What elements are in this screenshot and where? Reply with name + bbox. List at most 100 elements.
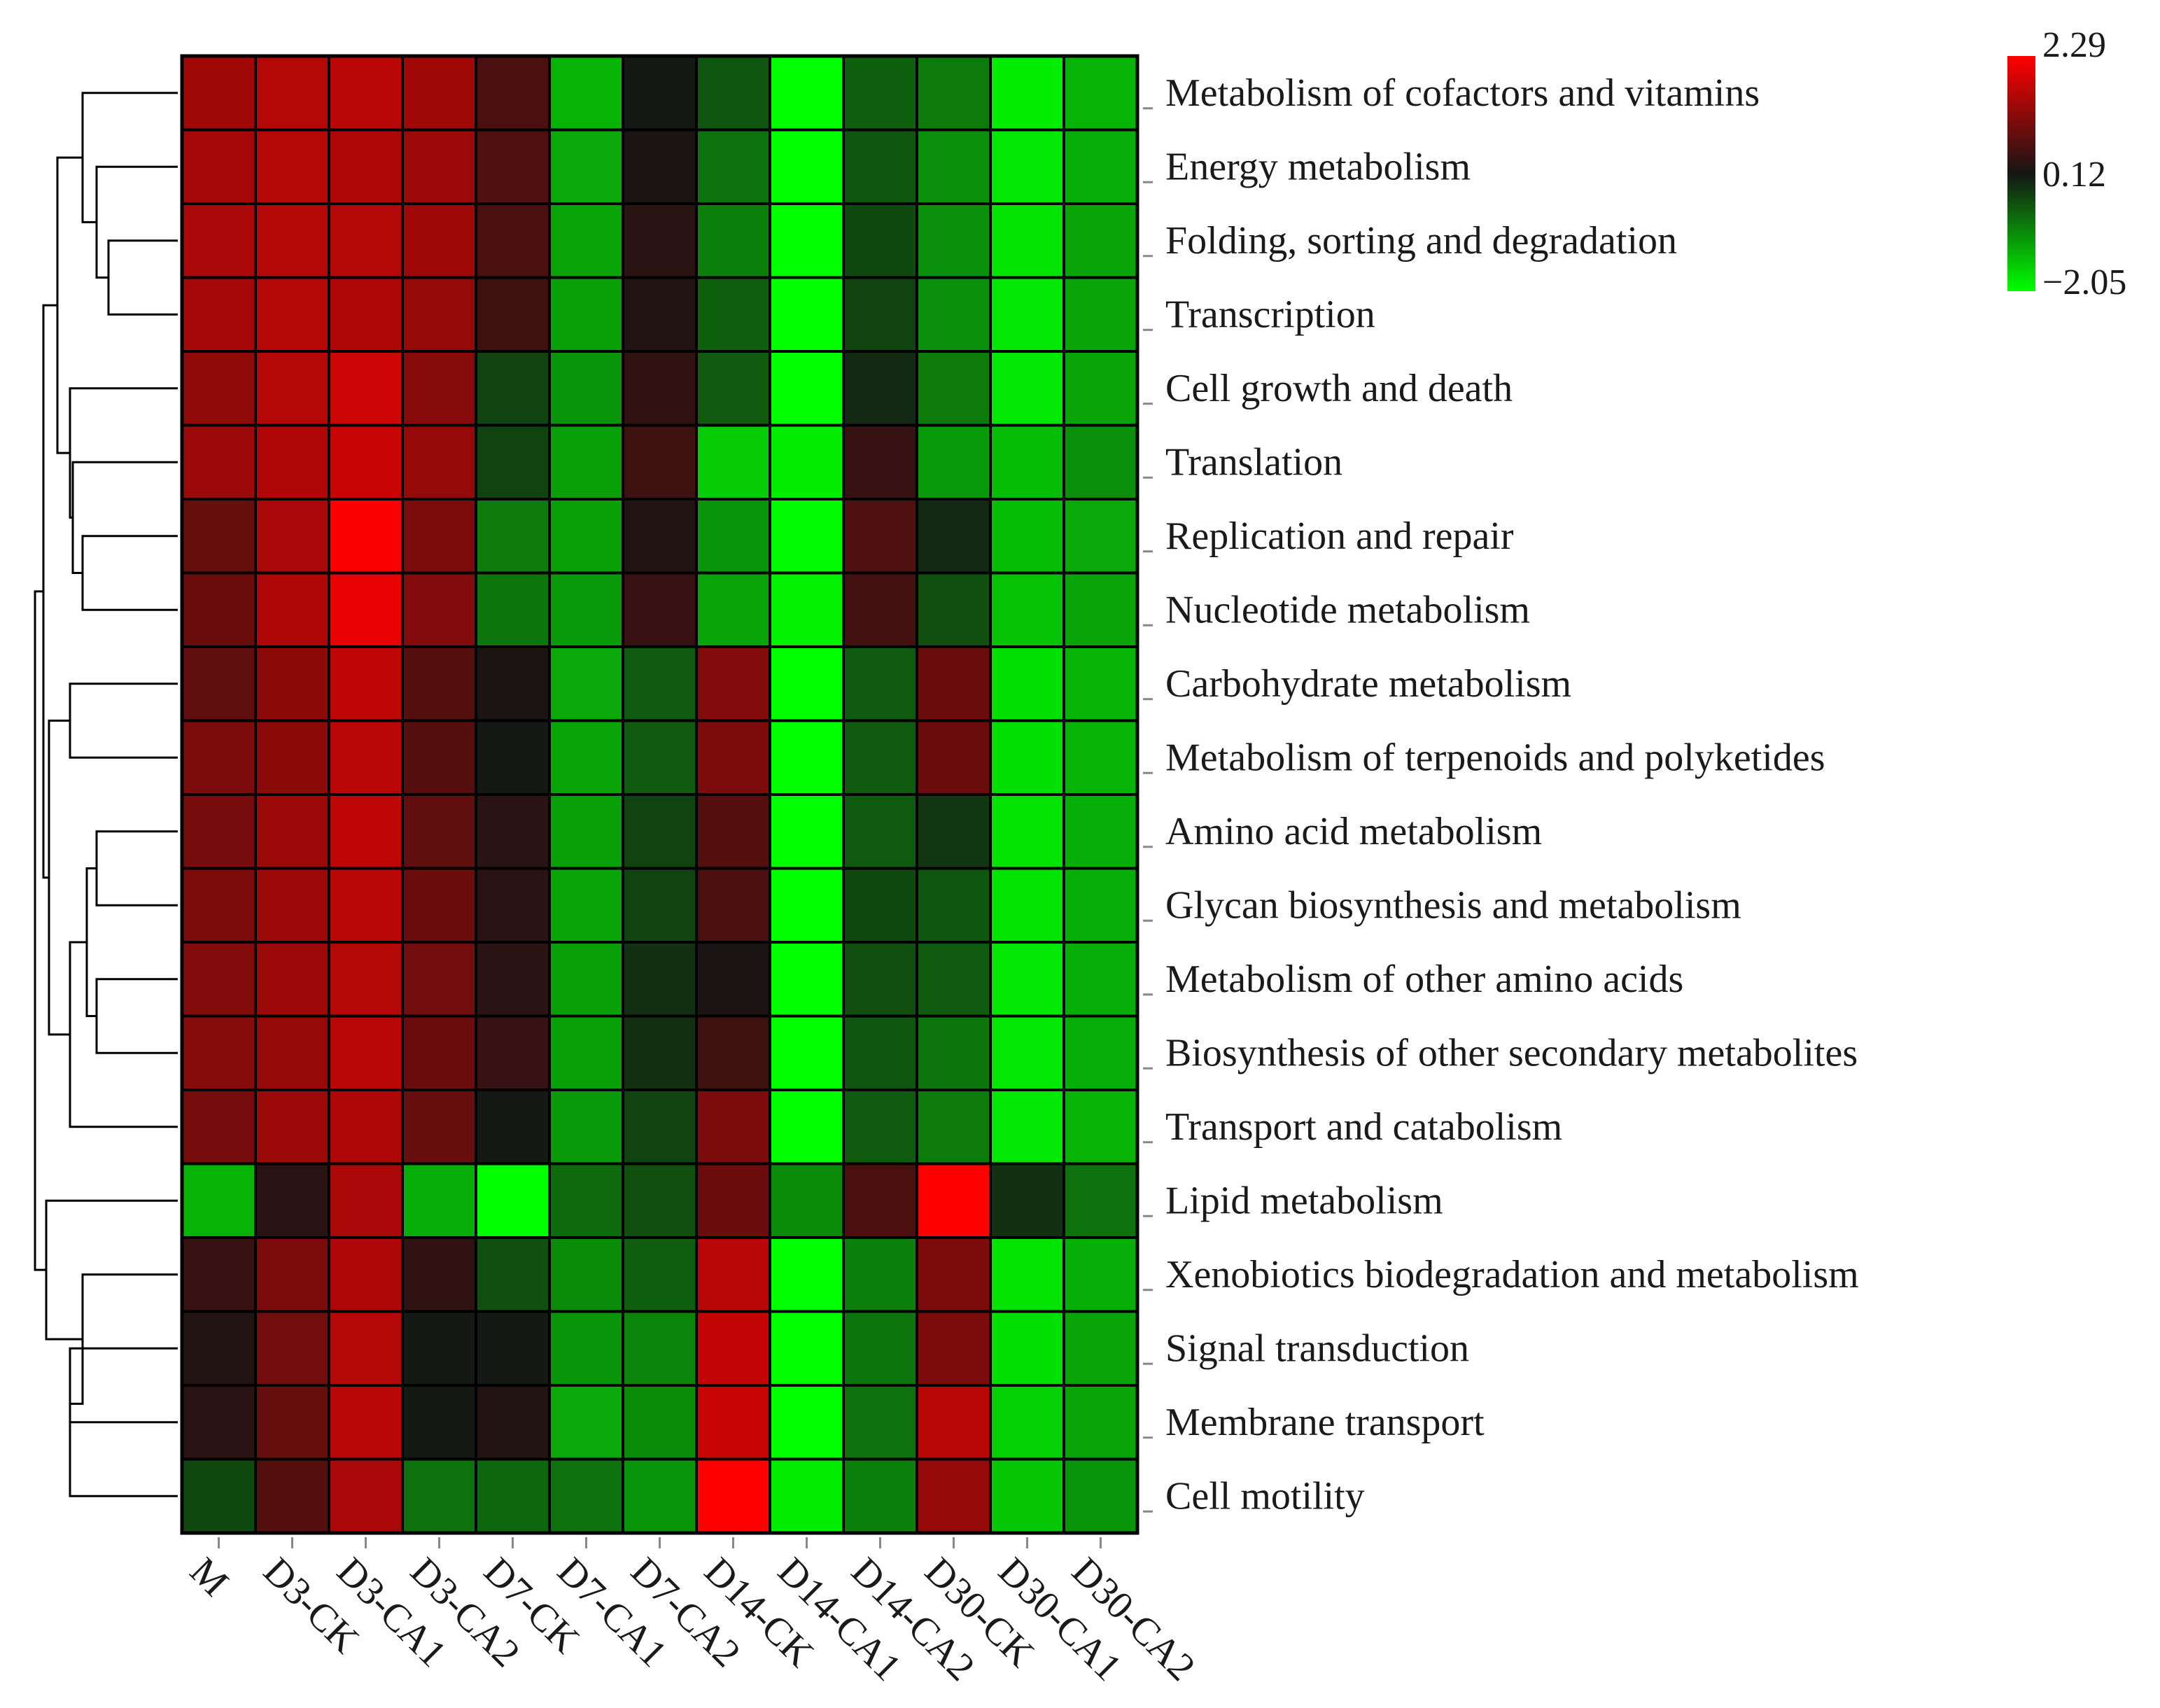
- heatmap-cell: [181, 1457, 257, 1534]
- heatmap-cell: [475, 793, 551, 870]
- heatmap-cell: [842, 498, 918, 575]
- heatmap-cell: [622, 1236, 698, 1313]
- heatmap-cell: [181, 941, 257, 1018]
- heatmap-cell: [622, 1014, 698, 1091]
- heatmap-cell: [1063, 645, 1139, 722]
- heatmap-cell: [622, 202, 698, 279]
- row-label: Folding, sorting and degradation: [1165, 219, 1677, 262]
- color-scale-min-label: −2.05: [2042, 262, 2126, 302]
- heatmap-cell: [401, 1014, 477, 1091]
- heatmap-cell: [254, 276, 330, 353]
- heatmap-cell: [254, 1088, 330, 1166]
- heatmap-cell: [769, 571, 845, 648]
- heatmap-cell: [842, 128, 918, 205]
- dendrogram-branch: [69, 682, 178, 759]
- heatmap-cell: [989, 1310, 1065, 1387]
- heatmap-cell: [622, 1457, 698, 1534]
- heatmap-cell: [328, 571, 404, 648]
- row-label: Cell growth and death: [1165, 367, 1513, 410]
- heatmap-cell: [548, 202, 624, 279]
- heatmap-cell: [769, 1162, 845, 1239]
- heatmap-cell: [695, 793, 771, 870]
- heatmap-cell: [989, 1014, 1065, 1091]
- heatmap-cell: [328, 276, 404, 353]
- heatmap-cell: [475, 645, 551, 722]
- heatmap-cell: [1063, 202, 1139, 279]
- heatmap-cell: [254, 498, 330, 575]
- heatmap-cell: [622, 719, 698, 796]
- heatmap-cell: [842, 571, 918, 648]
- heatmap-border: [180, 54, 1139, 1535]
- heatmap-cell: [769, 350, 845, 427]
- heatmap-cell: [1063, 276, 1139, 353]
- heatmap-cell: [695, 1236, 771, 1313]
- dendrogram-branch: [95, 978, 178, 1054]
- heatmap-cell: [1063, 498, 1139, 575]
- row-label: Biosynthesis of other secondary metaboli…: [1165, 1031, 1858, 1074]
- heatmap-cell: [401, 645, 477, 722]
- row-label: Metabolism of terpenoids and polyketides: [1165, 736, 1825, 779]
- heatmap-cell: [989, 867, 1065, 944]
- heatmap-cell: [695, 867, 771, 944]
- heatmap-cell: [401, 1310, 477, 1387]
- heatmap-cell: [1063, 867, 1139, 944]
- heatmap-cell: [401, 55, 477, 132]
- heatmap-cell: [181, 719, 257, 796]
- color-scale-bar: [2007, 56, 2035, 291]
- heatmap-cell: [1063, 1236, 1139, 1313]
- heatmap-cell: [695, 128, 771, 205]
- heatmap-cell: [916, 941, 992, 1018]
- heatmap-cell: [916, 1310, 992, 1387]
- heatmap-cell: [328, 1088, 404, 1166]
- heatmap-cell: [475, 1014, 551, 1091]
- heatmap-cell: [475, 202, 551, 279]
- heatmap-cell: [622, 276, 698, 353]
- heatmap-cell: [695, 202, 771, 279]
- heatmap-cell: [769, 645, 845, 722]
- heatmap-cell: [548, 571, 624, 648]
- heatmap-cell: [401, 793, 477, 870]
- heatmap-cell: [622, 424, 698, 500]
- heatmap-cell: [328, 1014, 404, 1091]
- heatmap-cell: [916, 55, 992, 132]
- heatmap-cell: [401, 941, 477, 1018]
- heatmap-cell: [475, 941, 551, 1018]
- heatmap-cell: [842, 1384, 918, 1461]
- heatmap-cell: [916, 645, 992, 722]
- heatmap-cell: [842, 55, 918, 132]
- heatmap-cell: [989, 55, 1065, 132]
- heatmap-cell: [622, 793, 698, 870]
- heatmap-cell: [548, 55, 624, 132]
- heatmap-cell: [695, 571, 771, 648]
- heatmap-cell: [254, 202, 330, 279]
- heatmap-cell: [328, 1236, 404, 1313]
- heatmap-cell: [769, 128, 845, 205]
- row-label: Glycan biosynthesis and metabolism: [1165, 883, 1741, 927]
- dendrogram-branch: [70, 1273, 178, 1405]
- dendrogram-branch: [71, 461, 178, 574]
- heatmap-cell: [328, 867, 404, 944]
- heatmap-cell: [842, 350, 918, 427]
- heatmap-cell: [842, 793, 918, 870]
- heatmap-cell: [769, 1088, 845, 1166]
- row-label: Lipid metabolism: [1165, 1179, 1443, 1222]
- heatmap-cell: [181, 424, 257, 500]
- heatmap-cell: [475, 350, 551, 427]
- row-label: Cell motility: [1165, 1474, 1365, 1518]
- heatmap-cell: [328, 424, 404, 500]
- heatmap-cell: [475, 55, 551, 132]
- heatmap-cell: [254, 571, 330, 648]
- heatmap-cell: [254, 424, 330, 500]
- heatmap-cell: [1063, 941, 1139, 1018]
- heatmap-cell: [181, 793, 257, 870]
- heatmap-cell: [695, 55, 771, 132]
- heatmap-cell: [769, 867, 845, 944]
- heatmap-cell: [181, 55, 257, 132]
- row-label: Transcription: [1165, 293, 1375, 336]
- heatmap-cell: [989, 645, 1065, 722]
- heatmap-cell: [548, 1310, 624, 1387]
- heatmap-cell: [328, 1162, 404, 1239]
- heatmap-cell: [475, 1384, 551, 1461]
- heatmap-cell: [622, 1384, 698, 1461]
- heatmap-cell: [1063, 793, 1139, 870]
